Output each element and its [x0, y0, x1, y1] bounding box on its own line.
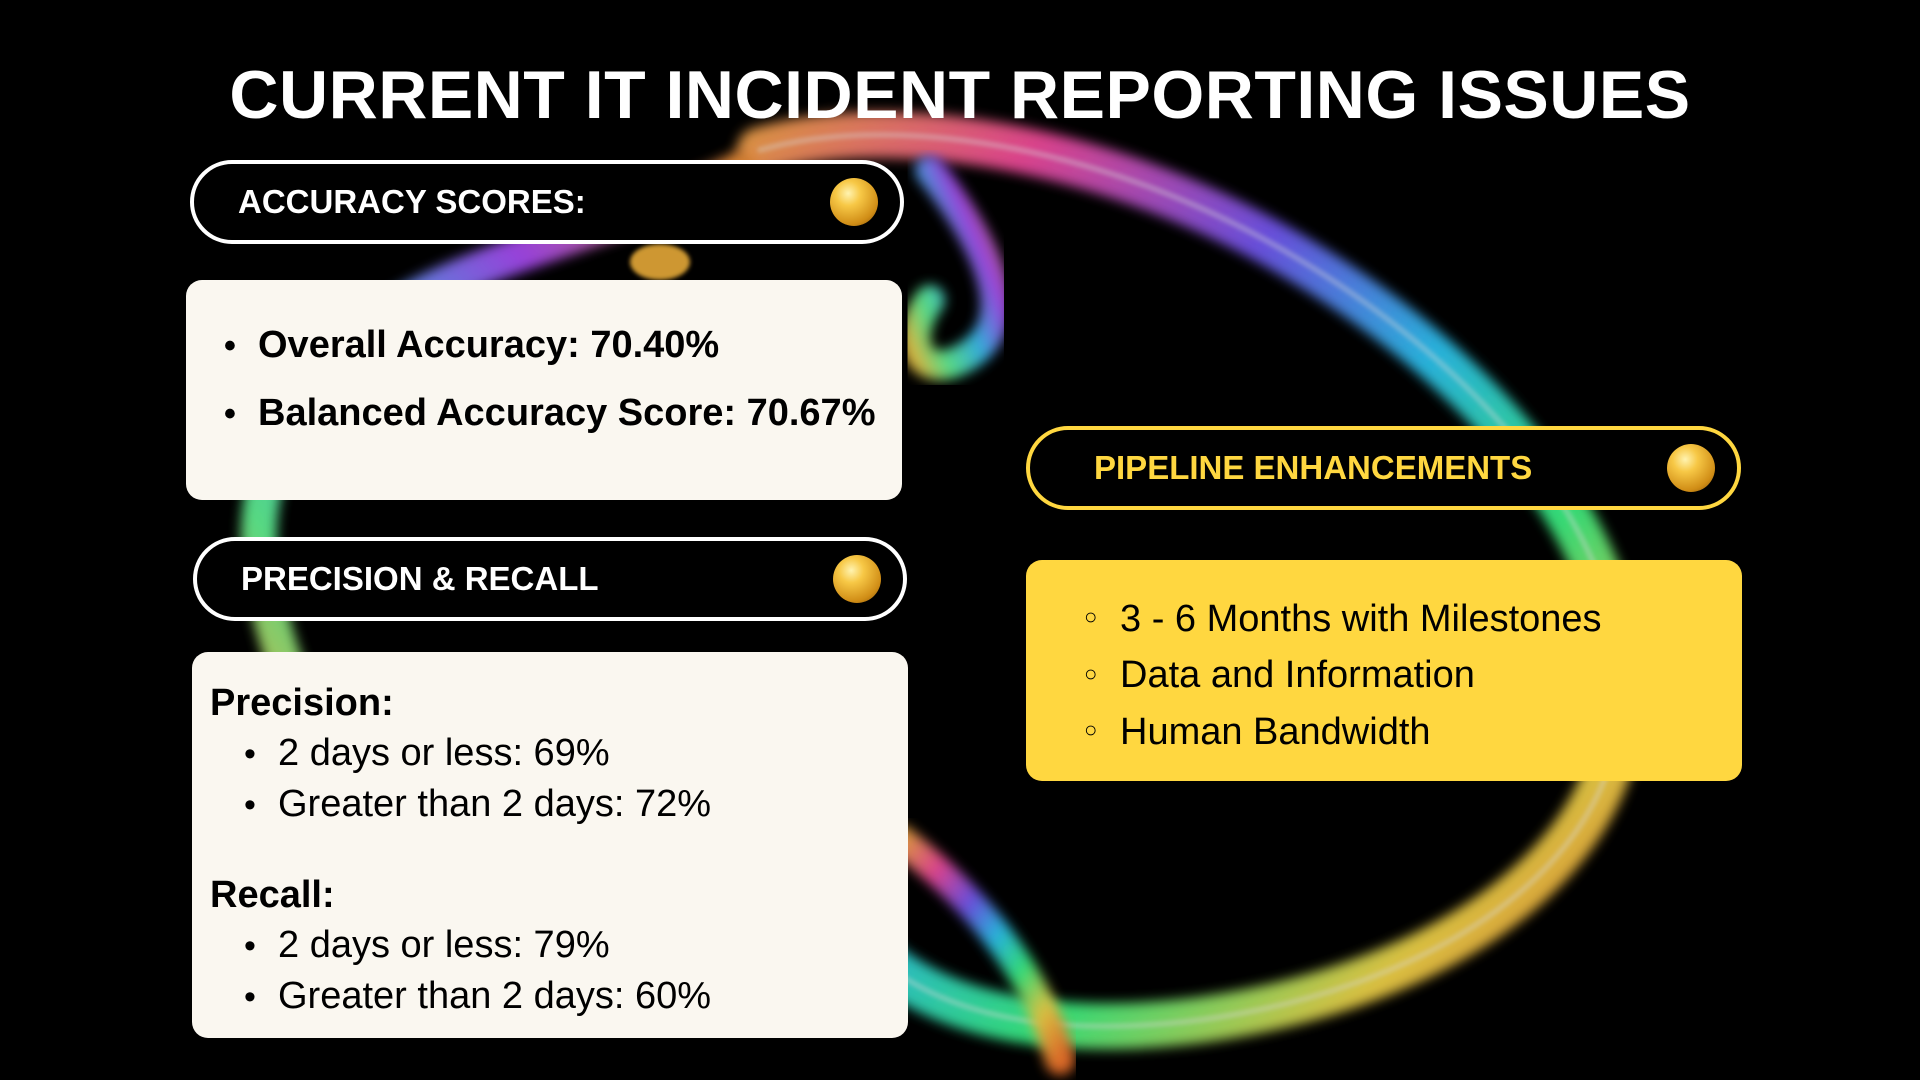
pipeline-item-timeline: 3 - 6 Months with Milestones — [1084, 592, 1742, 648]
precision-item-short: 2 days or less: 69% — [244, 728, 908, 779]
recall-heading: Recall: — [210, 874, 335, 916]
recall-item-short: 2 days or less: 79% — [244, 920, 908, 971]
accuracy-item-balanced: Balanced Accuracy Score: 70.67% — [224, 388, 902, 456]
accuracy-scores-card: Overall Accuracy: 70.40% Balanced Accura… — [186, 280, 902, 500]
gold-orb-icon — [833, 555, 881, 603]
accuracy-scores-header-label: ACCURACY SCORES: — [238, 183, 586, 220]
gold-orb-icon — [1667, 444, 1715, 492]
gold-orb-icon — [830, 178, 878, 226]
pipeline-item-bandwidth: Human Bandwidth — [1084, 705, 1742, 761]
precision-recall-card: Precision: 2 days or less: 69% Greater t… — [192, 652, 908, 1038]
precision-list: 2 days or less: 69% Greater than 2 days:… — [210, 728, 908, 830]
pipeline-enhancements-header: PIPELINE ENHANCEMENTS — [1026, 426, 1741, 510]
pipeline-enhancements-header-label: PIPELINE ENHANCEMENTS — [1094, 449, 1533, 486]
pipeline-list: 3 - 6 Months with Milestones Data and In… — [1026, 560, 1742, 761]
precision-item-long: Greater than 2 days: 72% — [244, 779, 908, 830]
accuracy-item-overall: Overall Accuracy: 70.40% — [224, 320, 902, 388]
pipeline-item-data: Data and Information — [1084, 648, 1742, 704]
precision-recall-header: PRECISION & RECALL — [193, 537, 907, 621]
accuracy-list: Overall Accuracy: 70.40% Balanced Accura… — [186, 280, 902, 456]
precision-heading: Precision: — [210, 682, 394, 724]
recall-item-long: Greater than 2 days: 60% — [244, 971, 908, 1022]
recall-list: 2 days or less: 79% Greater than 2 days:… — [210, 920, 908, 1022]
accuracy-scores-header: ACCURACY SCORES: — [190, 160, 904, 244]
pipeline-enhancements-card: 3 - 6 Months with Milestones Data and In… — [1026, 560, 1742, 781]
page-title: CURRENT IT INCIDENT REPORTING ISSUES — [229, 57, 1691, 133]
precision-recall-header-label: PRECISION & RECALL — [241, 560, 599, 597]
